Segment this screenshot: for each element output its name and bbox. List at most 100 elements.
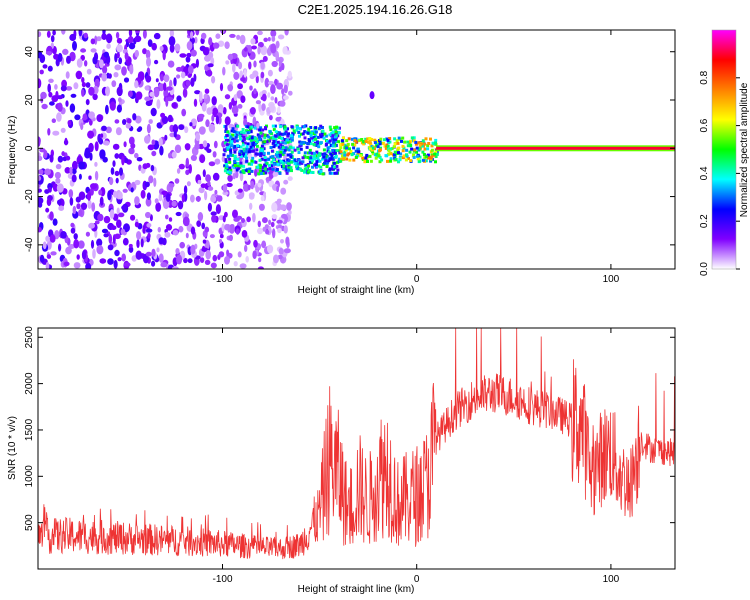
spectrogram-cell	[383, 138, 386, 142]
spectrogram-cell	[65, 71, 70, 79]
spectrogram-cell	[253, 137, 257, 141]
spectrogram-cell	[50, 35, 55, 43]
spectrogram-cell	[364, 137, 368, 141]
spectrogram-cell	[248, 192, 255, 199]
snr-x-tick-label: 100	[603, 574, 620, 585]
spectrogram-cell	[64, 167, 71, 174]
spectrogram-cell	[190, 154, 197, 161]
spectrogram-cell	[146, 57, 151, 67]
spectrogram-cell	[232, 209, 238, 219]
spectrogram-cell	[261, 166, 265, 169]
spectrogram-cell	[276, 82, 283, 90]
spectrogram-cell	[236, 144, 240, 148]
spectrogram-cell	[293, 158, 297, 162]
spectrogram-cell	[264, 224, 270, 230]
spectrogram-cell	[123, 262, 131, 267]
spectrogram-cell	[108, 233, 113, 244]
spectrogram-cell	[298, 167, 302, 171]
spectrogram-cell	[167, 114, 173, 123]
spectrogram-cell	[256, 133, 260, 137]
spectrogram-cell	[148, 175, 154, 184]
spectrogram-cell	[229, 153, 233, 157]
spectrogram-marks	[38, 30, 675, 269]
snr-ylabel: SNR (10 * v/v)	[7, 416, 18, 480]
spectrogram-cell	[279, 100, 286, 107]
spectrogram-cell	[181, 194, 185, 203]
spectrogram-cell	[60, 85, 67, 92]
spectrogram-cell	[147, 232, 151, 239]
spectrogram-cell	[88, 222, 95, 229]
snr-y-ticks: 500 1000 1500 2000 2500	[24, 326, 675, 531]
spectrogram-cell	[225, 134, 229, 138]
spectrogram-cell	[167, 60, 175, 68]
spectrogram-cell	[308, 148, 312, 152]
spectrogram-cell	[194, 36, 198, 44]
spectrogram-cell	[48, 78, 54, 84]
spectrogram-cell	[290, 169, 293, 173]
spectrogram-cell	[331, 148, 335, 152]
spectrogram-cell	[76, 203, 81, 210]
spectrogram-cell	[301, 156, 305, 160]
spectrogram-cell	[298, 134, 301, 138]
spectrogram-cell	[402, 146, 406, 150]
spectrogram-cell	[323, 132, 327, 136]
spectrogram-cell	[92, 93, 98, 101]
spectrogram-cell	[195, 196, 201, 202]
spectrogram-cell	[275, 40, 280, 49]
spectrogram-cell	[237, 83, 244, 90]
spectrogram-cell	[121, 156, 125, 166]
spectrogram-cell	[44, 168, 51, 176]
spectrogram-cell	[272, 228, 276, 239]
spectrogram-cell	[222, 148, 226, 152]
spectrogram-x-tick-label: 100	[603, 274, 620, 285]
spectrogram-cell	[282, 151, 286, 154]
spectrogram-cell	[201, 247, 209, 252]
spectrogram-cell	[64, 137, 68, 146]
spectrogram-cell	[118, 57, 123, 65]
spectrogram-cell	[328, 139, 332, 143]
spectrogram-cell	[204, 190, 208, 201]
spectrogram-cell	[388, 137, 392, 140]
spectrogram-cell	[121, 205, 127, 211]
spectrogram-cell	[233, 164, 237, 167]
spectrogram-cell	[410, 147, 414, 151]
spectrogram-cell	[301, 132, 305, 136]
spectrogram-cell	[267, 37, 271, 42]
spectrogram-cell	[434, 150, 438, 154]
spectrogram-cell	[68, 189, 74, 198]
spectrogram-cell	[73, 233, 78, 240]
spectrogram-cell	[328, 133, 332, 137]
spectrogram-cell	[90, 239, 95, 249]
spectrogram-cell	[199, 91, 203, 101]
spectrogram-cell	[280, 141, 284, 145]
spectrogram-cell	[52, 183, 59, 192]
spectrogram-cell	[246, 131, 250, 135]
spectrogram-cell	[94, 141, 99, 152]
spectrogram-cell	[151, 248, 156, 257]
spectrogram-cell	[51, 118, 56, 123]
spectrogram-cell	[256, 139, 260, 143]
spectrogram-cell	[190, 49, 197, 57]
snr-y-tick-label: 2000	[24, 372, 35, 395]
spectrogram-cell	[196, 220, 202, 228]
spectrogram-cell	[197, 179, 202, 185]
spectrogram-cell	[334, 128, 338, 132]
spectrogram-cell	[94, 78, 100, 89]
spectrogram-cell	[392, 153, 396, 157]
spectrogram-cell	[308, 139, 311, 143]
spectrogram-cell	[226, 182, 233, 188]
spectrogram-cell	[222, 183, 228, 193]
spectrogram-cell	[182, 216, 190, 227]
spectrogram-cell	[130, 214, 136, 221]
spectrogram-cell	[174, 144, 182, 154]
spectrogram-cell	[301, 140, 305, 144]
spectrogram-cell	[247, 162, 251, 166]
spectrogram-cell	[308, 151, 312, 155]
spectrogram-cell	[411, 154, 415, 158]
spectrogram-cell	[158, 137, 163, 147]
spectrogram-cell	[65, 86, 73, 91]
spectrogram-cell	[46, 198, 52, 206]
spectrogram-cell	[267, 69, 273, 77]
spectrogram-cell	[332, 165, 336, 169]
spectrogram-cell	[361, 156, 365, 160]
